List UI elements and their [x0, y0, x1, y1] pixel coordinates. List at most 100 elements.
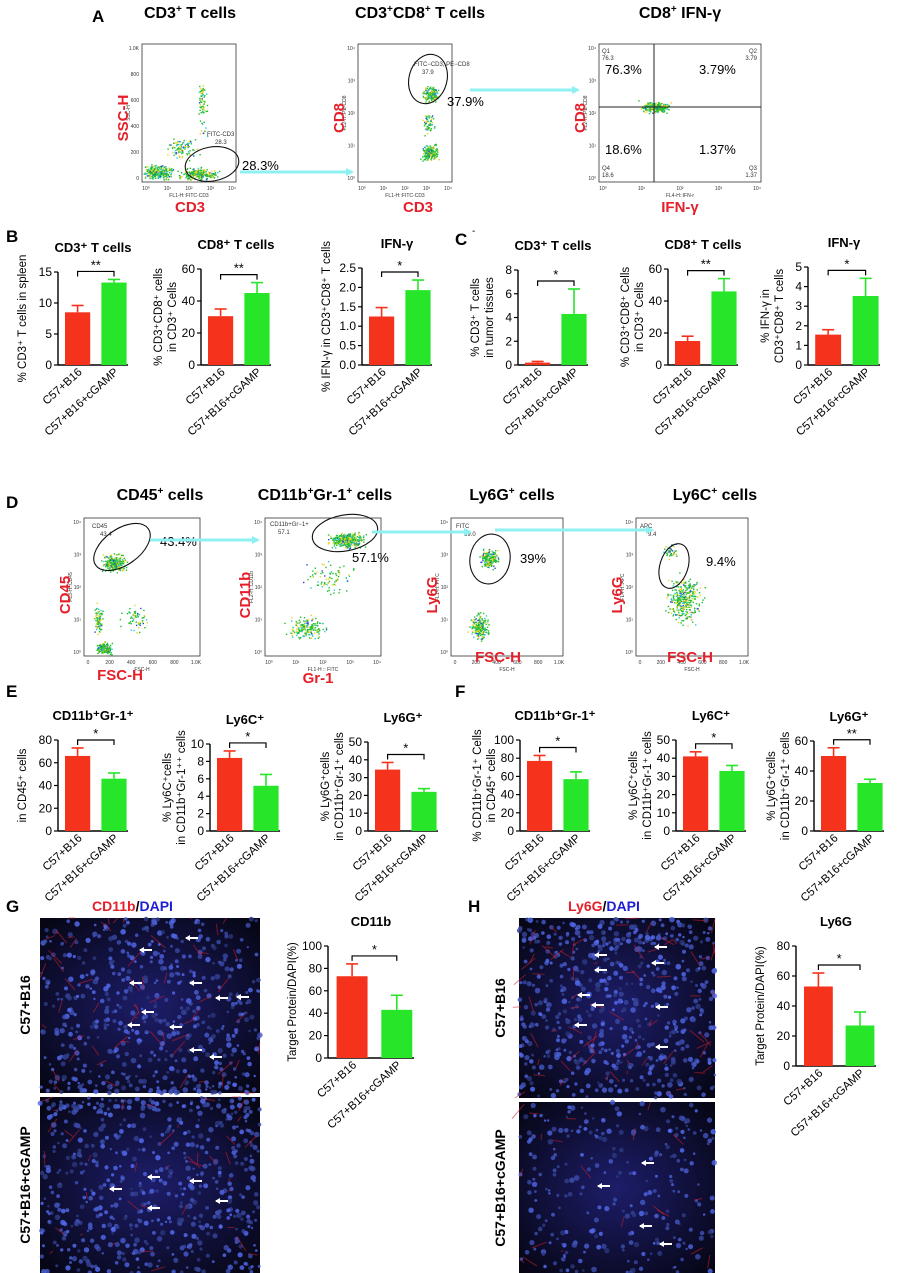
- y-axis-label: % CD3⁺ T cells in spleen: [17, 255, 29, 383]
- y-tick-label: 15: [39, 265, 53, 279]
- gate-name: FITC−CD3, PE−CD8: [414, 62, 470, 68]
- panel-D-flow-plots: 10⁴ 10³ 10² 10¹ 10⁰ 0 200 400 600 800 1.0K FSC-H FL3…: [57, 486, 757, 687]
- y-tick-label: 2.5: [339, 261, 356, 275]
- bar: [336, 976, 368, 1058]
- quadrant-value: 76.3: [602, 56, 614, 62]
- x-tick-label: 10⁴: [373, 660, 381, 666]
- significance-marker: *: [245, 729, 250, 744]
- y-tick-label: 10³: [441, 553, 449, 559]
- y-tick-label: 10⁴: [440, 520, 448, 526]
- y-tick-label: 4: [795, 280, 802, 294]
- y-axis-name: FL2-H::CD11b: [249, 571, 255, 603]
- x-axis-label: CD3: [403, 199, 433, 216]
- y-tick-label: 200: [131, 150, 140, 156]
- y-tick-label: 20: [649, 326, 663, 340]
- y-tick-label: 10⁰: [625, 650, 633, 656]
- gate-value: 57.1: [278, 530, 290, 536]
- y-axis-label: in CD11b⁺Gr-1⁺ cells: [780, 732, 792, 841]
- y-tick-label: 1.0: [339, 319, 356, 333]
- y-tick-label: 10: [657, 806, 671, 820]
- gate-value: 28.3: [215, 140, 227, 146]
- bar: [217, 757, 243, 831]
- y-tick-label: 60: [309, 984, 323, 998]
- significance-bracket: [351, 955, 398, 961]
- y-tick-label: 20: [182, 326, 196, 340]
- y-axis-label: Ly6G: [609, 577, 626, 614]
- x-tick-label: 10²: [676, 186, 684, 192]
- quadrant-name: Q4: [602, 166, 611, 172]
- x-tick-label: 10⁰: [265, 660, 273, 666]
- significance-marker: *: [844, 256, 849, 271]
- bar: [527, 760, 553, 831]
- y-tick-label: 40: [39, 779, 53, 793]
- y-axis-name: FL3-H::CD45: [68, 572, 74, 602]
- chart-title: CD11b: [351, 914, 392, 929]
- quadrant-percentage: 3.79%: [699, 62, 736, 77]
- category-label: C57+B16: [315, 1059, 359, 1100]
- y-tick-label: 8: [505, 263, 512, 277]
- x-tick-label: 10⁴: [228, 186, 236, 192]
- y-axis-label: SSC-H: [115, 95, 132, 142]
- bar: [563, 779, 589, 831]
- x-axis-name: FL1-H :: FITC: [308, 667, 339, 673]
- x-tick-label: 0: [639, 660, 642, 666]
- x-tick-label: 400: [127, 660, 136, 666]
- quadrant-name: Q3: [749, 166, 758, 172]
- quadrant-value: 18.6: [602, 173, 614, 179]
- y-tick-label: 10³: [348, 79, 356, 85]
- x-tick-label: 10¹: [164, 186, 172, 192]
- y-tick-label: 10: [349, 806, 363, 820]
- bar: [101, 282, 127, 365]
- significance-marker: **: [234, 261, 244, 276]
- x-axis-name: FL1-H::FITC-CD3: [169, 193, 209, 199]
- y-tick-label: 60: [39, 756, 53, 770]
- significance-marker: *: [555, 733, 560, 748]
- chart-title: Ly6C⁺: [692, 708, 730, 723]
- H-row-label-1: C57+B16: [492, 978, 508, 1038]
- plot-frame: [598, 43, 762, 183]
- y-axis-label: % Ly6G⁺cells: [766, 751, 778, 821]
- gate-ellipse: [311, 513, 379, 553]
- y-tick-label: 60: [501, 769, 515, 783]
- y-tick-label: 1.0K: [129, 46, 140, 52]
- gate-ellipse: [469, 533, 511, 585]
- x-tick-label: 10³: [346, 660, 354, 666]
- scatter-dots: [420, 86, 440, 162]
- y-tick-label: 10⁴: [73, 520, 81, 526]
- y-tick-label: 0: [507, 824, 514, 838]
- bar: [244, 293, 270, 365]
- gate-percentage: 28.3%: [242, 158, 279, 173]
- significance-marker: **: [91, 257, 101, 272]
- flow-title: CD45+ cells: [117, 486, 204, 504]
- significance-bracket: [537, 280, 575, 286]
- flow-title: CD3+ T cells: [144, 4, 236, 22]
- bar: [525, 362, 551, 365]
- y-axis-label: CD8: [331, 103, 348, 133]
- y-axis-label: % CD3⁺ T cells: [470, 278, 482, 357]
- bar: [411, 791, 437, 831]
- bar: [852, 296, 879, 365]
- y-tick-label: 10: [39, 296, 53, 310]
- gate-name: FITC-CD3: [207, 132, 235, 138]
- bar: [857, 783, 883, 831]
- y-tick-label: 6: [505, 287, 512, 301]
- y-tick-label: 10²: [74, 585, 82, 591]
- panel-letter-A: A: [92, 7, 104, 26]
- y-tick-label: 80: [309, 961, 323, 975]
- bar: [821, 756, 847, 831]
- gate-percentage: 9.4%: [706, 554, 736, 569]
- y-tick-label: 20: [309, 1029, 323, 1043]
- y-tick-label: 10³: [626, 553, 634, 559]
- y-tick-label: 0: [188, 358, 195, 372]
- y-axis-label: % Ly6C⁺cells: [628, 751, 640, 820]
- y-tick-label: 40: [309, 1006, 323, 1020]
- x-tick-label: 1.0K: [739, 660, 750, 666]
- chart-title: CD3⁺ T cells: [55, 240, 132, 255]
- y-tick-label: 2.0: [339, 280, 356, 294]
- gate-ellipse: [93, 522, 151, 572]
